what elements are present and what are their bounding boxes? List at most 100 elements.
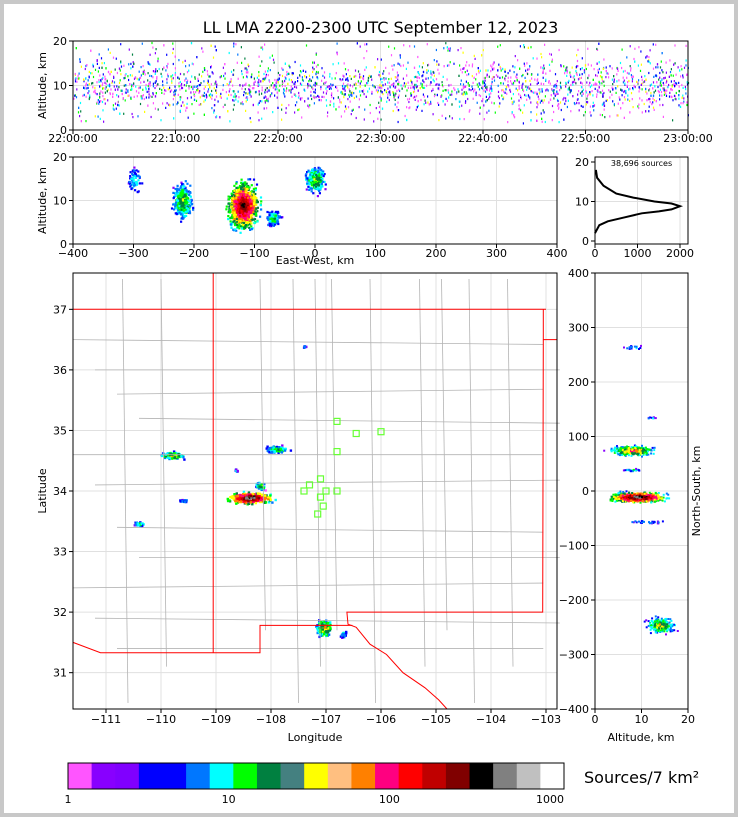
- source-point: [133, 82, 135, 85]
- source-point: [609, 90, 611, 93]
- source-point: [250, 75, 253, 78]
- source-point: [649, 97, 651, 101]
- source-point: [149, 95, 151, 98]
- source-point: [498, 63, 500, 66]
- source-point: [627, 98, 629, 101]
- source-point: [576, 72, 578, 75]
- source-point: [466, 92, 468, 95]
- source-point: [111, 80, 114, 83]
- source-point: [366, 43, 368, 46]
- source-point: [441, 94, 443, 97]
- ew-source: [276, 220, 280, 224]
- source-point: [294, 85, 296, 88]
- source-point: [76, 88, 78, 91]
- source-point: [553, 110, 555, 114]
- ew-source: [188, 204, 192, 207]
- source-point: [378, 73, 380, 77]
- ew-source: [182, 203, 185, 206]
- source-point: [276, 79, 278, 82]
- source-point: [109, 83, 111, 86]
- source-point: [540, 99, 542, 102]
- source-point: [258, 80, 260, 83]
- source-point: [476, 101, 478, 104]
- source-point: [568, 79, 570, 82]
- source-point: [510, 76, 512, 79]
- source-point: [436, 63, 438, 66]
- source-point: [603, 91, 605, 95]
- source-point: [179, 96, 181, 99]
- source-point: [185, 77, 187, 80]
- source-point: [334, 77, 336, 80]
- source-point: [541, 117, 543, 120]
- source-point: [622, 81, 624, 84]
- source-point: [345, 107, 347, 110]
- source-point: [109, 85, 111, 88]
- source-point: [263, 96, 265, 99]
- source-point: [570, 110, 572, 113]
- source-point: [489, 89, 491, 92]
- source-point: [130, 62, 132, 65]
- ew-source: [242, 190, 245, 193]
- map-source: [166, 456, 170, 459]
- source-point: [188, 69, 190, 72]
- source-point: [589, 85, 591, 89]
- source-point: [276, 88, 278, 91]
- ew-source: [253, 201, 256, 204]
- ew-source: [188, 207, 191, 210]
- source-point: [322, 74, 324, 77]
- source-point: [673, 63, 675, 66]
- source-point: [683, 66, 686, 69]
- ew-source: [137, 190, 140, 193]
- source-point: [659, 98, 661, 101]
- source-point: [117, 95, 120, 98]
- source-point: [522, 73, 524, 77]
- ew-source: [252, 213, 255, 216]
- source-point: [382, 84, 384, 87]
- source-point: [106, 80, 108, 83]
- source-point: [675, 98, 677, 101]
- source-point: [115, 107, 117, 110]
- source-point: [289, 89, 291, 92]
- ew-source: [181, 183, 184, 186]
- source-point: [292, 87, 294, 90]
- source-point: [517, 59, 519, 62]
- ew-source: [178, 211, 181, 214]
- source-point: [205, 96, 208, 99]
- source-point: [638, 79, 640, 82]
- source-point: [405, 67, 407, 70]
- ew-source: [179, 186, 182, 189]
- source-point: [481, 100, 483, 103]
- source-point: [579, 73, 581, 76]
- source-point: [313, 68, 315, 71]
- source-point: [79, 115, 81, 118]
- source-point: [486, 73, 488, 76]
- source-point: [383, 70, 385, 73]
- source-point: [530, 90, 532, 93]
- source-point: [104, 81, 106, 84]
- source-point: [99, 94, 101, 97]
- source-point: [543, 99, 545, 102]
- source-point: [430, 72, 432, 75]
- source-point: [172, 42, 174, 45]
- ew-source: [250, 205, 253, 208]
- ew-source: [170, 207, 174, 210]
- source-point: [673, 83, 675, 86]
- ew-source: [236, 192, 239, 196]
- source-point: [399, 54, 401, 57]
- source-point: [663, 83, 665, 86]
- ew-source: [321, 185, 324, 188]
- ew-source: [180, 213, 183, 216]
- source-point: [531, 90, 533, 94]
- source-point: [398, 81, 400, 84]
- source-point: [575, 82, 577, 85]
- source-point: [566, 105, 568, 109]
- source-point: [127, 90, 129, 93]
- source-point: [611, 93, 613, 96]
- source-point: [321, 67, 323, 70]
- ew-source: [251, 217, 254, 220]
- source-point: [662, 103, 664, 107]
- source-point: [608, 76, 610, 79]
- source-point: [443, 65, 445, 68]
- ew-source: [242, 224, 245, 227]
- ew-source: [175, 194, 178, 197]
